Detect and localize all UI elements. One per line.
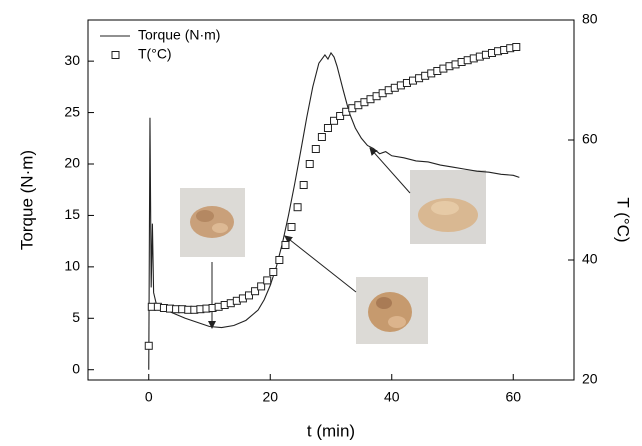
y-tick-label: 0 bbox=[72, 360, 80, 376]
marker bbox=[263, 276, 272, 285]
y-tick-label: 15 bbox=[64, 206, 80, 222]
y2-tick-label: 60 bbox=[582, 131, 598, 147]
marker bbox=[287, 223, 296, 231]
x-tick-label: 20 bbox=[262, 389, 278, 405]
y2-tick-label: 20 bbox=[582, 371, 598, 387]
x-tick-label: 0 bbox=[145, 389, 153, 405]
marker bbox=[323, 124, 332, 132]
marker bbox=[144, 341, 153, 350]
marker bbox=[330, 116, 339, 125]
marker bbox=[299, 181, 308, 189]
plot-frame bbox=[87, 19, 575, 381]
y2-tick-label: 80 bbox=[582, 11, 598, 27]
legend-marker bbox=[111, 51, 120, 59]
y-tick-label: 20 bbox=[64, 155, 80, 171]
line bbox=[148, 51, 520, 370]
x-axis-label: t (min) bbox=[307, 421, 355, 440]
marker bbox=[317, 133, 326, 141]
marker bbox=[305, 160, 314, 168]
photo bbox=[410, 170, 486, 244]
photos bbox=[180, 147, 486, 344]
arrow bbox=[284, 235, 357, 293]
y-tick-label: 30 bbox=[64, 52, 80, 68]
y-tick-label: 25 bbox=[64, 103, 80, 119]
photo bbox=[180, 188, 245, 257]
x-tick-label: 40 bbox=[384, 389, 400, 405]
y-tick-label: 5 bbox=[72, 309, 80, 325]
y-axis-label: Torque (N·m) bbox=[17, 150, 36, 250]
marker bbox=[311, 145, 320, 153]
marker bbox=[269, 268, 278, 276]
legend-label: Torque (N·m) bbox=[138, 27, 220, 43]
marker bbox=[244, 291, 253, 300]
marker bbox=[293, 203, 302, 212]
marker bbox=[251, 287, 260, 296]
photo bbox=[356, 277, 428, 344]
arrow bbox=[369, 147, 411, 194]
y2-axis-label: T (°C) bbox=[614, 197, 633, 242]
marker bbox=[275, 256, 284, 264]
marker bbox=[512, 43, 521, 51]
marker bbox=[336, 112, 345, 120]
x-tick-label: 60 bbox=[505, 389, 521, 405]
y-tick-label: 10 bbox=[64, 258, 80, 274]
y2-tick-label: 40 bbox=[582, 251, 598, 267]
legend-label: T(°C) bbox=[138, 46, 172, 62]
marker bbox=[281, 241, 290, 249]
marker bbox=[257, 282, 266, 291]
